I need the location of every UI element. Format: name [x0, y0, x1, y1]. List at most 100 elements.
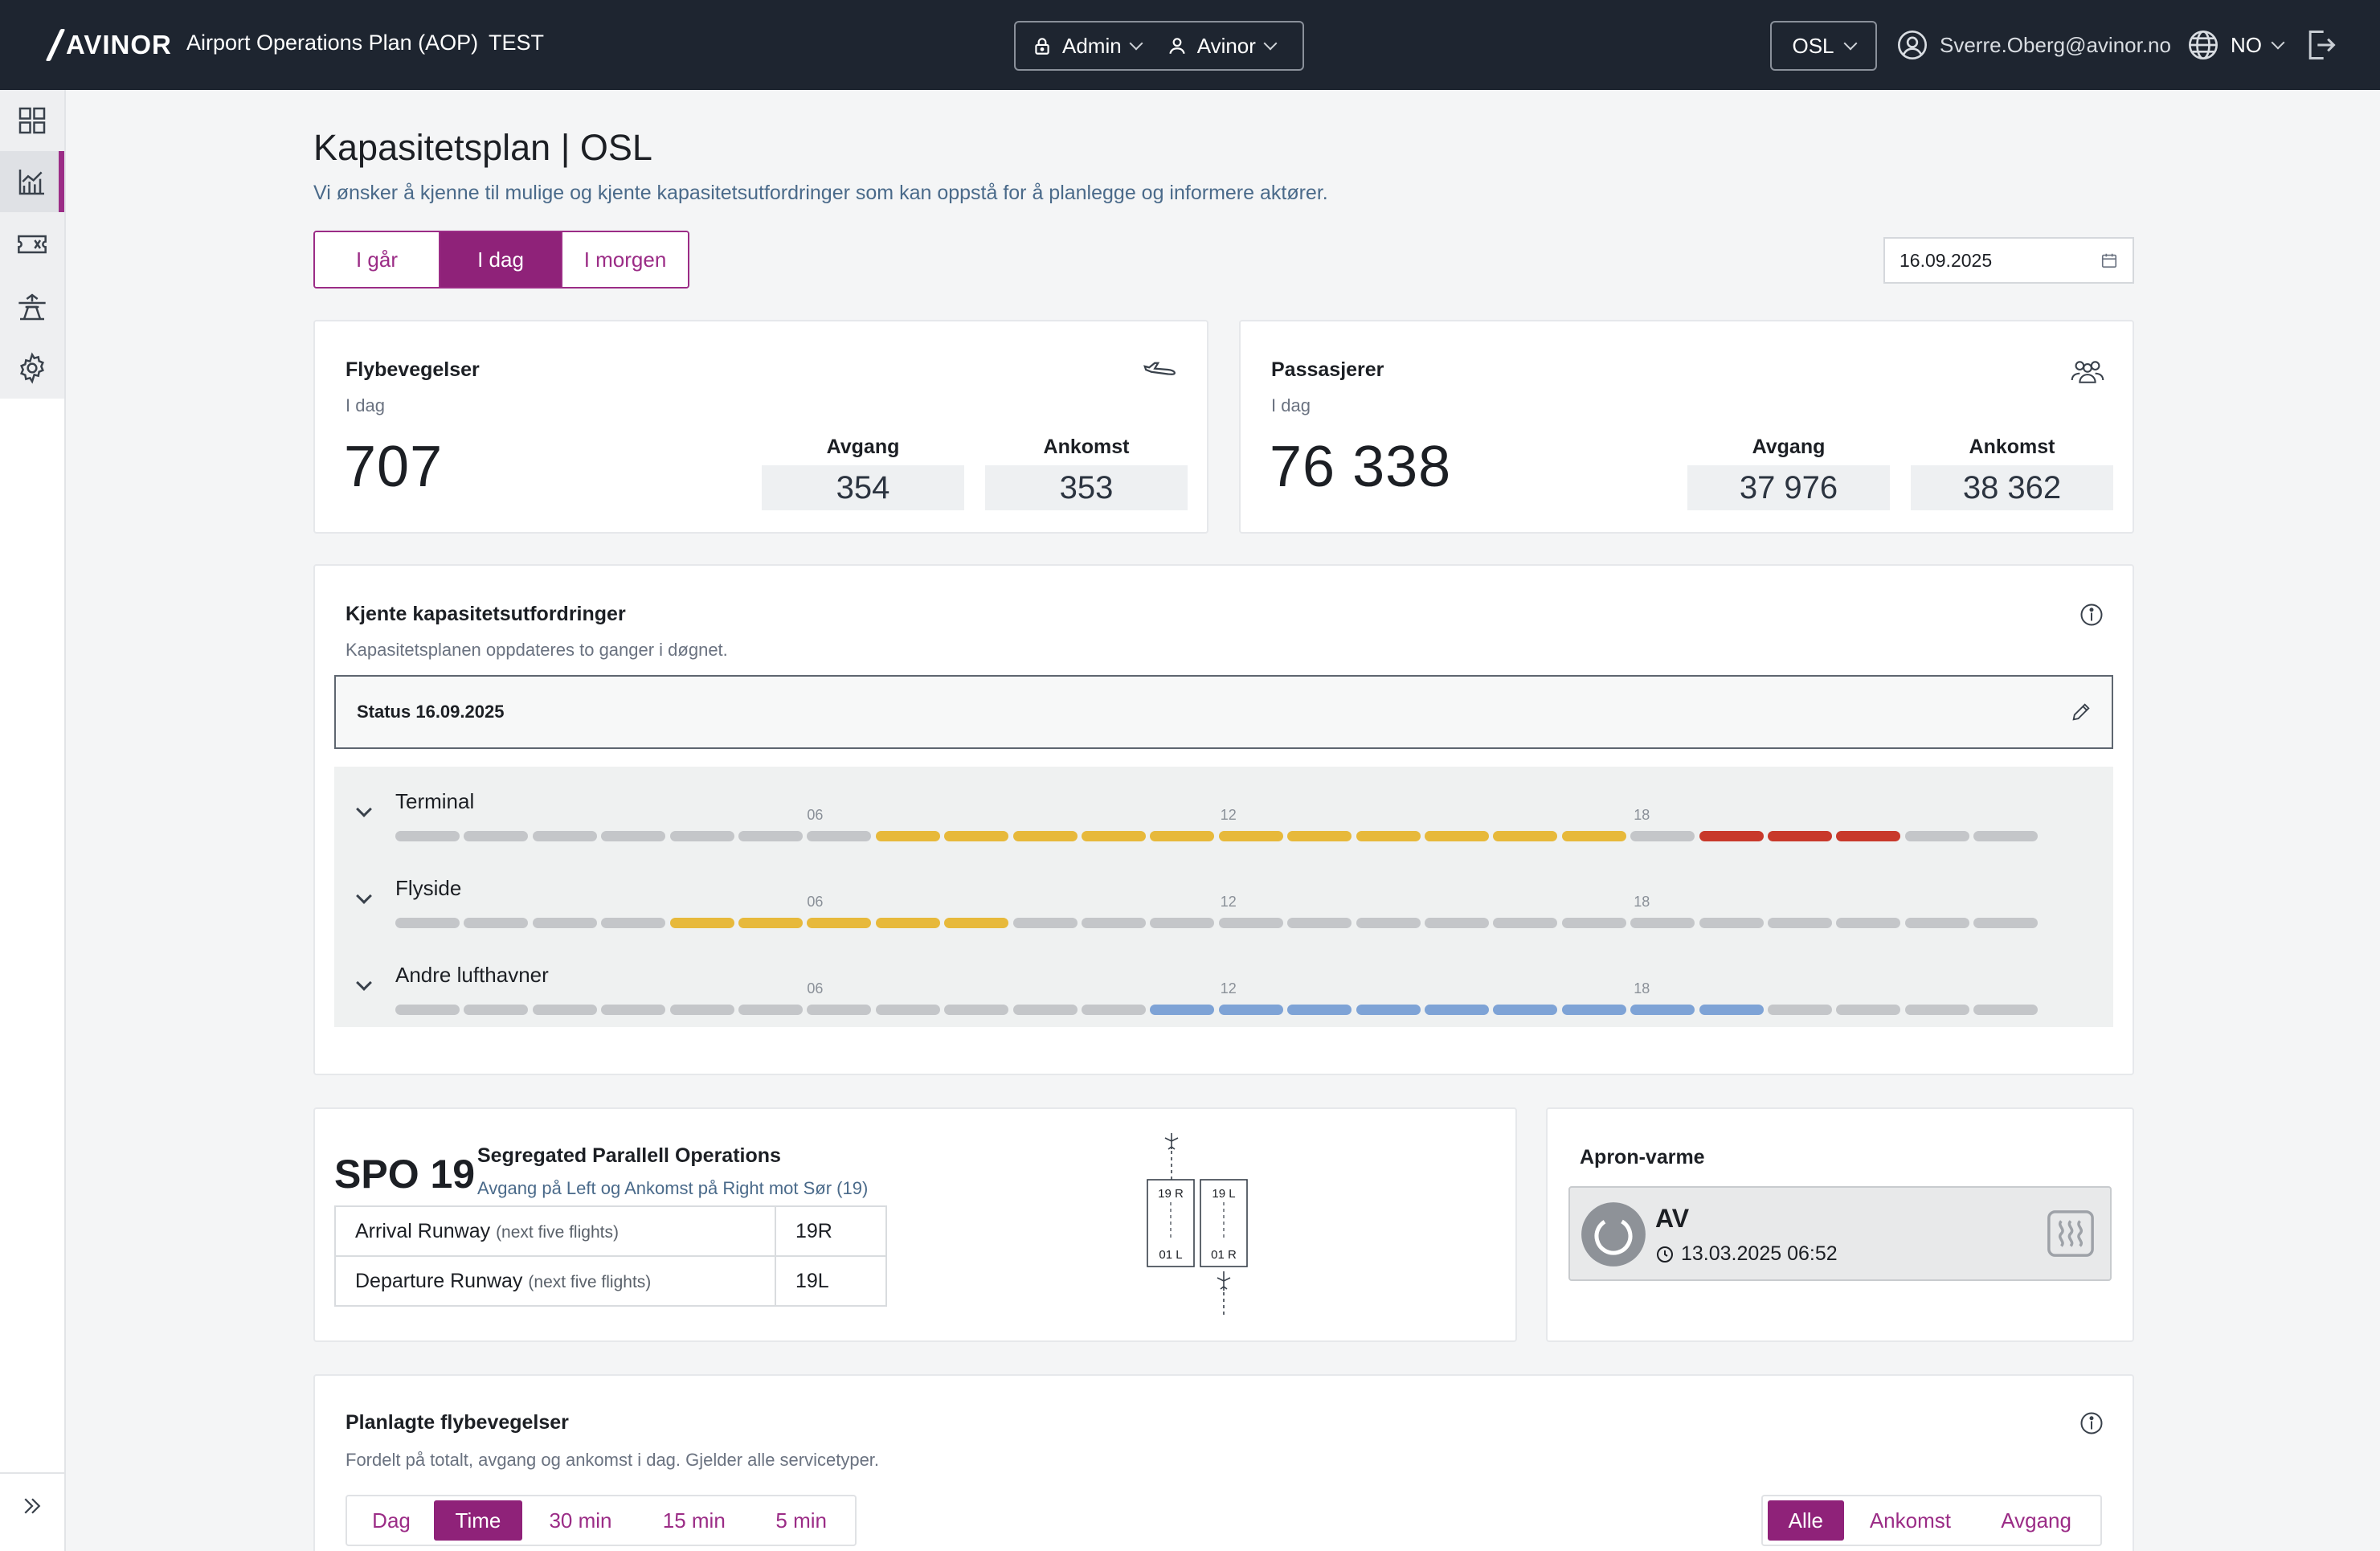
capacity-segment	[944, 1005, 1009, 1015]
org-dropdown[interactable]: Avinor	[1167, 34, 1278, 59]
stat-label: Avgang	[826, 436, 900, 458]
page-title: Kapasitetsplan | OSL	[313, 127, 652, 168]
capacity-segment	[1082, 831, 1146, 841]
capacity-segment	[875, 918, 940, 928]
capacity-segment	[1493, 1005, 1558, 1015]
capacity-segment	[1425, 1005, 1489, 1015]
user-email: Sverre.Oberg@avinor.no	[1940, 32, 2171, 57]
pencil-icon[interactable]	[2070, 701, 2092, 723]
filter-departures[interactable]: Avgang	[2001, 1508, 2071, 1533]
clock-icon	[1657, 1246, 1673, 1262]
capacity-segment	[1082, 1005, 1146, 1015]
chevron-down-icon[interactable]	[356, 888, 372, 904]
apron-heating-status: AV 13.03.2025 06:52	[1568, 1186, 2112, 1281]
direction-filter: Alle Ankomst Avgang	[1761, 1495, 2102, 1546]
capacity-segment	[1150, 831, 1215, 841]
hour-mark: 18	[1634, 894, 1650, 910]
capacity-segment	[1973, 831, 2039, 841]
sidebar-expand-button[interactable]	[0, 1472, 64, 1514]
runway-right	[1200, 1179, 1248, 1267]
tab-yesterday[interactable]: I går	[315, 232, 440, 287]
capacity-segment	[1012, 918, 1078, 928]
card-subtitle: I dag	[346, 395, 385, 415]
capacity-segment	[1012, 831, 1078, 841]
sidebar-item-settings[interactable]	[0, 338, 64, 399]
apron-state: AV	[1655, 1204, 1690, 1233]
capacity-segment	[1904, 831, 1969, 841]
capacity-segment	[1630, 1005, 1695, 1015]
capacity-row-label: Flyside	[395, 876, 462, 900]
heating-icon	[2047, 1210, 2094, 1257]
arrival-runway-value: 19R	[775, 1205, 887, 1257]
sidebar-item-capacity[interactable]	[0, 151, 64, 212]
logout-icon[interactable]	[2303, 27, 2338, 63]
capacity-segment	[1630, 918, 1695, 928]
people-group-icon	[2071, 361, 2104, 383]
stat-value: 354	[762, 465, 964, 510]
capacity-segment	[1699, 918, 1764, 928]
passengers-total: 76 338	[1270, 435, 1452, 499]
capacity-row[interactable]: Terminal 06 12 18	[334, 767, 2113, 853]
capacity-segment	[944, 918, 1009, 928]
flights-departures: Avgang 354	[762, 436, 964, 510]
date-picker[interactable]: 16.09.2025	[1883, 237, 2134, 284]
page-description: Vi ønsker å kjenne til mulige og kjente …	[313, 182, 1328, 204]
capacity-segment	[1836, 1005, 1901, 1015]
chevron-down-icon[interactable]	[356, 801, 372, 817]
airport-dropdown[interactable]: OSL	[1770, 21, 1877, 71]
capacity-segment	[464, 1005, 529, 1015]
sidebar-item-tickets[interactable]	[0, 214, 64, 275]
capacity-row-label: Andre lufthavner	[395, 963, 549, 987]
role-dropdown[interactable]: Admin	[1032, 33, 1143, 59]
capacity-segment	[532, 918, 597, 928]
card-subtitle: Fordelt på totalt, avgang og ankomst i d…	[346, 1450, 880, 1470]
hour-mark: 12	[1220, 980, 1237, 996]
filter-arrivals[interactable]: Ankomst	[1869, 1508, 1951, 1533]
capacity-segment	[532, 831, 597, 841]
tab-hour[interactable]: Time	[434, 1500, 522, 1541]
runway-table: Arrival Runway (next five flights) 19R D…	[334, 1205, 887, 1307]
card-subtitle: Kapasitetsplanen oppdateres to ganger i …	[346, 640, 728, 660]
capacity-segment	[1836, 918, 1901, 928]
calendar-icon[interactable]	[2100, 252, 2118, 269]
avinor-logo[interactable]: AVINOR	[45, 27, 172, 63]
sidebar-item-dashboard[interactable]	[0, 90, 64, 151]
chevron-down-icon[interactable]	[356, 975, 372, 991]
date-value: 16.09.2025	[1900, 249, 1993, 271]
runway-mode-description: Avgang på Left og Ankomst på Right mot S…	[477, 1178, 869, 1198]
language-dropdown[interactable]: NO	[2187, 24, 2285, 66]
filter-all[interactable]: Alle	[1768, 1500, 1844, 1541]
capacity-segment	[1699, 1005, 1764, 1015]
capacity-row-label: Terminal	[395, 789, 475, 813]
capacity-row[interactable]: Flyside 06 12 18	[334, 853, 2113, 940]
runway-mode-code: SPO 19	[334, 1152, 476, 1197]
tab-15-min[interactable]: 15 min	[662, 1508, 726, 1533]
language-label: NO	[2231, 32, 2262, 57]
info-icon[interactable]	[2079, 1411, 2104, 1435]
table-row: Arrival Runway (next five flights) 19R	[334, 1205, 887, 1257]
stat-label: Ankomst	[1043, 436, 1130, 458]
tab-day[interactable]: Dag	[372, 1508, 411, 1533]
sidebar-item-tower[interactable]	[0, 276, 64, 338]
tab-today[interactable]: I dag	[440, 232, 562, 287]
capacity-segment	[1699, 831, 1764, 841]
capacity-segment	[395, 1005, 460, 1015]
info-icon[interactable]	[2079, 603, 2104, 627]
hour-mark: 06	[807, 894, 824, 910]
status-label: Status 16.09.2025	[357, 702, 505, 722]
tab-30-min[interactable]: 30 min	[549, 1508, 612, 1533]
double-chevron-right-icon	[24, 1498, 41, 1514]
role-label: Admin	[1062, 33, 1122, 58]
tab-tomorrow[interactable]: I morgen	[562, 232, 688, 287]
user-menu[interactable]: Sverre.Oberg@avinor.no	[1896, 24, 2171, 66]
tab-5-min[interactable]: 5 min	[775, 1508, 827, 1533]
capacity-segment	[1561, 831, 1626, 841]
capacity-segment	[1218, 831, 1283, 841]
capacity-segment	[669, 831, 734, 841]
passengers-departures: Avgang 37 976	[1687, 436, 1890, 510]
capacity-segment	[669, 1005, 734, 1015]
card-title: Passasjerer	[1271, 358, 1384, 381]
capacity-row[interactable]: Andre lufthavner 06 12 18	[334, 940, 2113, 1027]
gear-icon	[20, 352, 44, 384]
capacity-segment	[1768, 918, 1832, 928]
